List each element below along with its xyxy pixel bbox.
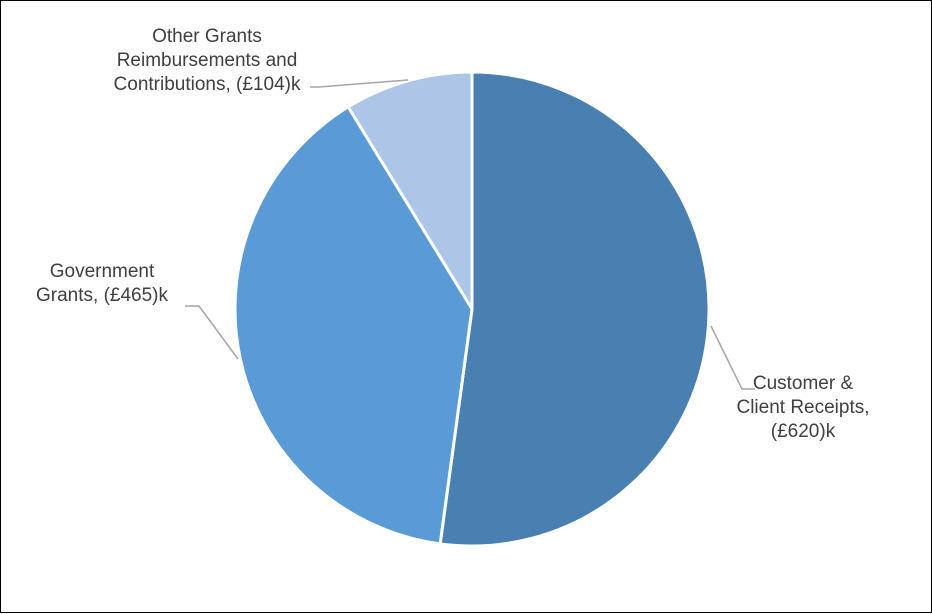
- slice-data-label-line: Reimbursements and: [117, 50, 298, 71]
- pie-slices: [233, 70, 711, 548]
- leader-line: [185, 305, 239, 360]
- slice-data-label-line: Government: [50, 261, 155, 282]
- slice-data-label: Customer & Client Receipts, (£620)k: [736, 373, 869, 442]
- slice-data-label-line: (£620)k: [771, 421, 836, 442]
- slice-data-label-line: Other Grants: [152, 26, 262, 47]
- slice-data-label: Government Grants, (£465)k: [36, 261, 168, 306]
- pie-slice: [233, 105, 474, 546]
- leader-line: [310, 79, 409, 88]
- leader-line: [710, 325, 755, 390]
- slice-data-label-line: Customer &: [753, 373, 854, 394]
- slice-data-label: Other Grants Reimbursements and Contributi…: [114, 26, 301, 95]
- leader-lines: [185, 79, 755, 390]
- pie-slice: [438, 70, 711, 548]
- slice-data-label-line: Client Receipts,: [736, 397, 869, 418]
- data-labels: Customer & Client Receipts, (£620)k Governm…: [36, 26, 870, 442]
- slice-data-label-line: Grants, (£465)k: [36, 285, 168, 306]
- slice-data-label-line: Contributions, (£104)k: [114, 74, 301, 95]
- pie-slice: [346, 70, 474, 311]
